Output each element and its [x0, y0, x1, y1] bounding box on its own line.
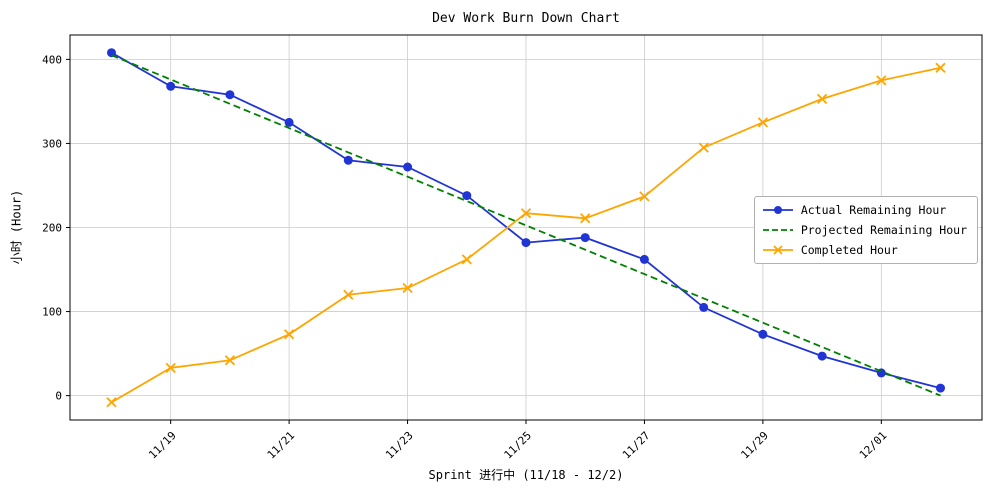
legend: Actual Remaining Hour Projected Remaining…	[753, 196, 978, 264]
svg-text:300: 300	[42, 137, 62, 150]
chart-title: Dev Work Burn Down Chart	[432, 11, 620, 26]
svg-text:11/29: 11/29	[738, 429, 771, 462]
svg-text:12/01: 12/01	[857, 429, 890, 462]
svg-text:11/21: 11/21	[265, 429, 298, 462]
svg-text:11/23: 11/23	[383, 429, 416, 462]
legend-marker-icon	[762, 245, 793, 255]
legend-marker-icon	[762, 229, 793, 231]
x-axis-label: Sprint 进行中 (11/18 - 12/2)	[428, 468, 624, 482]
legend-label: Actual Remaining Hour	[800, 203, 947, 217]
legend-marker-icon	[762, 206, 793, 214]
legend-item: Completed Hour	[762, 243, 967, 257]
svg-text:11/27: 11/27	[620, 429, 653, 462]
series-actual-remaining-hour	[107, 48, 945, 393]
legend-item: Projected Remaining Hour	[762, 223, 967, 237]
svg-text:11/25: 11/25	[502, 429, 535, 462]
series-completed-hour	[106, 62, 946, 408]
gridlines	[70, 35, 982, 420]
svg-text:200: 200	[42, 222, 62, 235]
svg-text:11/19: 11/19	[146, 429, 179, 462]
legend-label: Projected Remaining Hour	[800, 223, 967, 237]
svg-text:100: 100	[42, 306, 62, 319]
svg-text:400: 400	[42, 53, 62, 66]
y-axis-label: 小时 (Hour)	[9, 189, 24, 265]
svg-text:0: 0	[55, 390, 62, 403]
series-projected-remaining-hour	[111, 54, 941, 397]
x-axis-ticks: 11/19 11/21 11/23 11/25 11/27 11/29 12/01	[146, 420, 889, 462]
legend-label: Completed Hour	[800, 243, 898, 257]
y-axis-ticks: 0 100 200 300 400	[42, 53, 70, 403]
legend-item: Actual Remaining Hour	[762, 203, 967, 217]
